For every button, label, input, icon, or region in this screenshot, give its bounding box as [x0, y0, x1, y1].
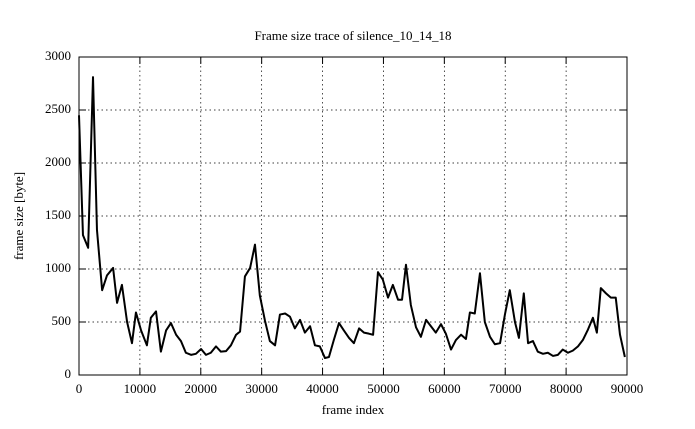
x-tick-label: 70000 — [489, 381, 522, 396]
x-tick-label: 10000 — [124, 381, 157, 396]
x-tick-label: 40000 — [306, 381, 339, 396]
x-tick-label: 90000 — [611, 381, 644, 396]
data-line — [78, 76, 626, 360]
y-tick-label: 2500 — [45, 101, 71, 116]
plot-frame — [78, 56, 628, 376]
x-axis-label: frame index — [322, 402, 385, 417]
y-tick-label: 0 — [65, 366, 72, 381]
y-tick-label: 1000 — [45, 260, 71, 275]
y-axis-label: frame size [byte] — [11, 172, 26, 260]
x-tick-label: 30000 — [245, 381, 278, 396]
y-tick-label: 1500 — [45, 207, 71, 222]
x-tick-label: 20000 — [185, 381, 218, 396]
x-tick-label: 50000 — [367, 381, 400, 396]
x-tick-label: 60000 — [428, 381, 461, 396]
y-tick-label: 2000 — [45, 154, 71, 169]
y-tick-label: 500 — [52, 313, 72, 328]
x-tick-label: 80000 — [550, 381, 583, 396]
x-tick-label: 0 — [76, 381, 83, 396]
chart-title: Frame size trace of silence_10_14_18 — [254, 28, 451, 43]
y-tick-label: 3000 — [45, 48, 71, 63]
